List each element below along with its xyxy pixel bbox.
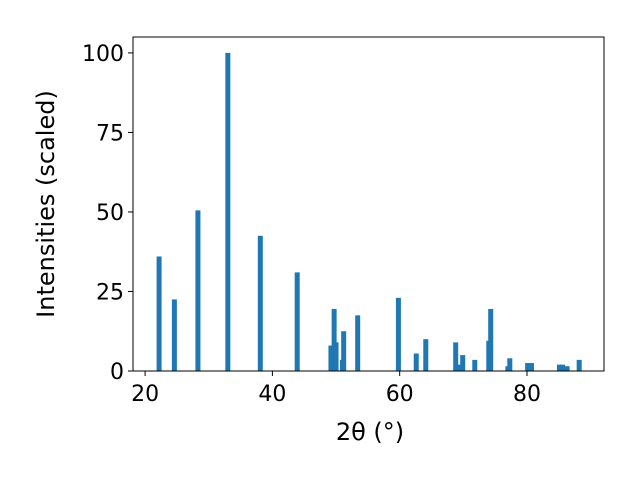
bar [460, 355, 466, 371]
bar [333, 342, 339, 371]
bar [576, 359, 582, 371]
bar [156, 256, 162, 371]
bar [331, 308, 337, 371]
bar [328, 345, 334, 371]
y-tick-label: 50 [96, 201, 124, 226]
bar [472, 359, 478, 371]
bar [413, 353, 419, 371]
bar [528, 363, 534, 371]
bar [556, 364, 562, 371]
y-axis-label: Intensities (scaled) [32, 90, 60, 318]
bar [294, 272, 300, 371]
bar [341, 331, 347, 371]
y-tick-label: 25 [96, 280, 124, 305]
bar [171, 299, 177, 371]
x-tick-label: 20 [131, 382, 159, 407]
bar [457, 364, 463, 371]
bar [453, 342, 459, 371]
bar [525, 363, 531, 371]
bar [488, 308, 494, 371]
x-tick-label: 40 [258, 382, 286, 407]
x-axis-label: 2θ (°) [336, 418, 404, 446]
x-tick-label: 60 [386, 382, 414, 407]
bar [257, 235, 263, 371]
bar [560, 364, 566, 371]
x-tick-label: 80 [513, 382, 541, 407]
bar [195, 210, 201, 371]
bar [507, 358, 513, 371]
y-tick-label: 75 [96, 121, 124, 146]
y-tick-label: 100 [82, 42, 124, 67]
bar [225, 52, 231, 372]
y-tick-label: 0 [110, 360, 124, 385]
bar [395, 297, 401, 371]
bar [423, 339, 429, 371]
bar [564, 366, 570, 371]
bar [355, 315, 361, 371]
plot-frame [132, 36, 605, 372]
